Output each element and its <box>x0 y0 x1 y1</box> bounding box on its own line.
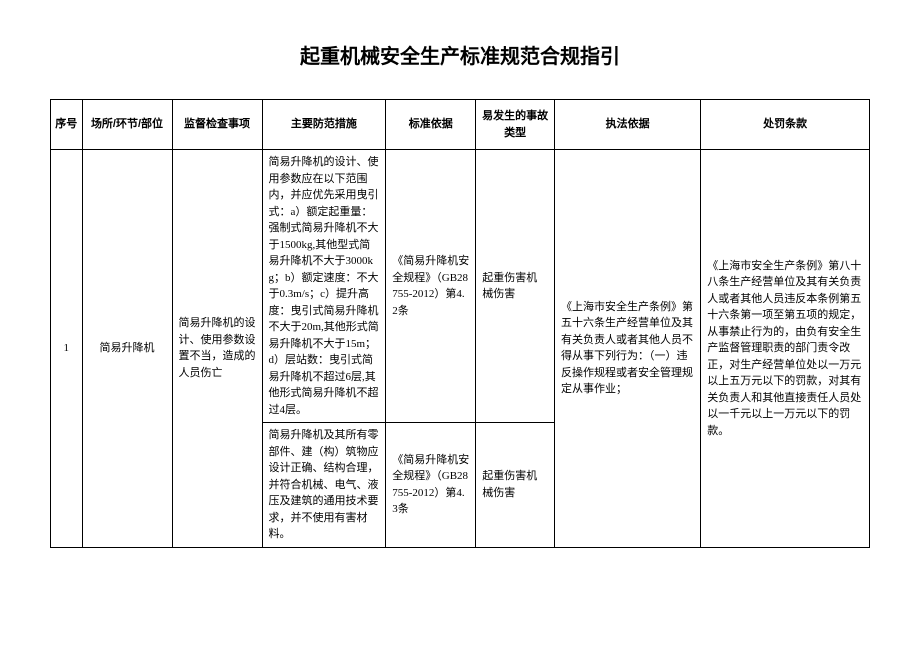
cell-basis: 《简易升降机安全规程》（GB28755-2012）第4.3条 <box>386 423 476 548</box>
header-place: 场所/环节/部位 <box>82 100 172 150</box>
cell-penalty: 《上海市安全生产条例》第八十八条生产经营单位及其有关负责人或者其他人员违反本条例… <box>701 150 870 548</box>
cell-accident: 起重伤害机械伤害 <box>476 423 555 548</box>
cell-measure: 简易升降机的设计、使用参数应在以下范围内，并应优先采用曳引式：a）额定起重量：强… <box>262 150 386 423</box>
header-law: 执法依据 <box>555 100 701 150</box>
header-basis: 标准依据 <box>386 100 476 150</box>
cell-check: 简易升降机的设计、使用参数设置不当，造成的人员伤亡 <box>172 150 262 548</box>
cell-accident: 起重伤害机械伤害 <box>476 150 555 423</box>
cell-place: 简易升降机 <box>82 150 172 548</box>
header-check: 监督检查事项 <box>172 100 262 150</box>
header-penalty: 处罚条款 <box>701 100 870 150</box>
table-row: 1 简易升降机 简易升降机的设计、使用参数设置不当，造成的人员伤亡 简易升降机的… <box>51 150 870 423</box>
header-accident: 易发生的事故类型 <box>476 100 555 150</box>
cell-seq: 1 <box>51 150 83 548</box>
cell-basis: 《简易升降机安全规程》（GB28755-2012）第4.2条 <box>386 150 476 423</box>
header-measure: 主要防范措施 <box>262 100 386 150</box>
table-header-row: 序号 场所/环节/部位 监督检查事项 主要防范措施 标准依据 易发生的事故类型 … <box>51 100 870 150</box>
page-title: 起重机械安全生产标准规范合规指引 <box>50 40 870 69</box>
cell-law: 《上海市安全生产条例》第五十六条生产经营单位及其有关负责人或者其他人员不得从事下… <box>555 150 701 548</box>
header-seq: 序号 <box>51 100 83 150</box>
cell-measure: 简易升降机及其所有零部件、建（构）筑物应设计正确、结构合理，并符合机械、电气、液… <box>262 423 386 548</box>
compliance-table: 序号 场所/环节/部位 监督检查事项 主要防范措施 标准依据 易发生的事故类型 … <box>50 99 870 548</box>
